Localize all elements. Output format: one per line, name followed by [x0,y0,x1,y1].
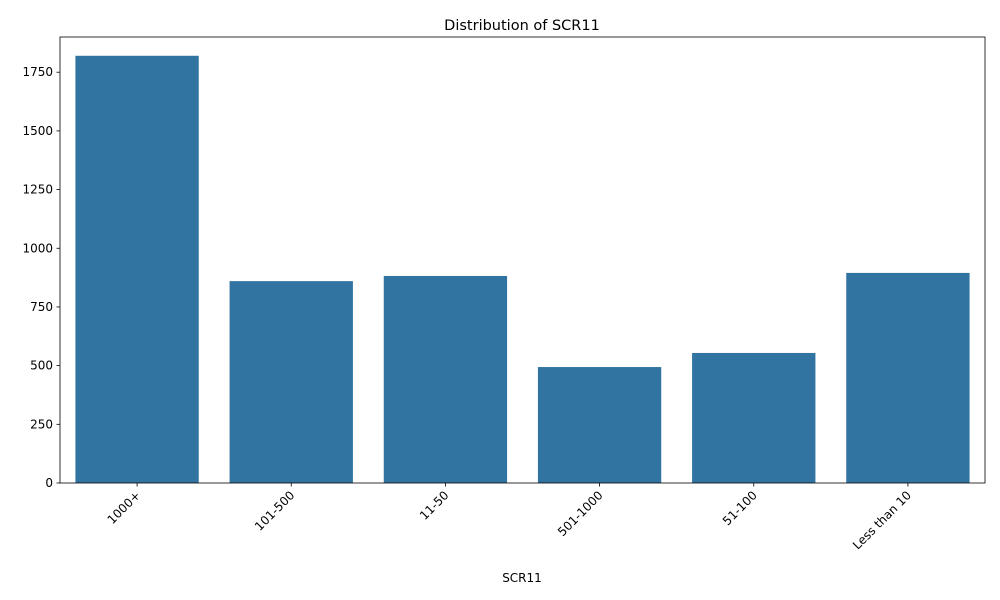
x-axis: 1000+ 101-500 11-50 501-1000 51-100 Less than… [105,483,914,552]
y-tick-label-0: 0 [45,476,53,490]
y-axis: 0 250 500 750 1000 1250 1500 1750 [22,65,60,490]
x-tick-label-0: 1000+ [105,488,144,527]
x-tick-label-4: 51-100 [720,488,760,528]
bar-4 [692,352,816,483]
x-tick-label-3: 501-1000 [555,488,606,539]
bar-3 [537,367,662,483]
chart-title: Distribution of SCR11 [444,18,600,34]
y-tick-label-5: 1250 [22,183,53,197]
x-axis-label: SCR11 [502,571,542,585]
y-tick-label-2: 500 [30,359,53,373]
bar-1 [229,281,353,483]
bar-5 [846,272,970,483]
bar-2 [383,275,508,483]
x-tick-label-5: Less than 10 [850,488,914,552]
y-tick-label-3: 750 [30,300,53,314]
x-tick-label-1: 101-500 [252,488,297,533]
plot-frame [59,36,986,484]
y-tick-label-4: 1000 [22,241,53,255]
y-tick-label-6: 1500 [22,124,53,138]
bar-0 [75,55,199,484]
x-tick-label-2: 11-50 [417,488,452,523]
y-tick-label-7: 1750 [22,65,53,79]
bars-group [75,55,970,484]
y-tick-label-1: 250 [30,417,53,431]
